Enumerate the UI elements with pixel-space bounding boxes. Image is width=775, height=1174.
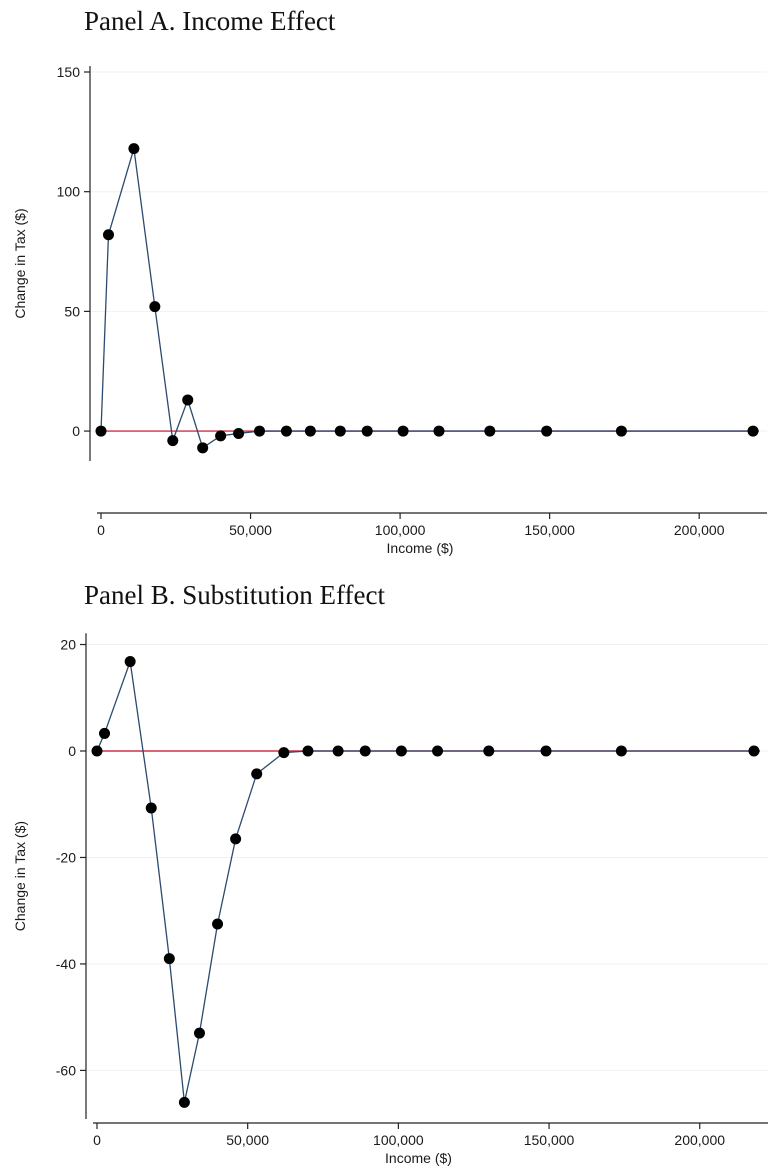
panel-b-data-point: [748, 745, 760, 757]
panel-b-y-tick-label: 20: [60, 637, 76, 653]
panel-b-data-point: [178, 1096, 190, 1108]
panel-a-y-tick-label: 0: [72, 423, 80, 439]
panel-b-data-point: [124, 656, 136, 668]
panel-a-data-point: [128, 143, 140, 155]
panel-a-data-point: [182, 394, 194, 406]
panel-b-data-point: [483, 745, 495, 757]
panel-a-data-point: [334, 425, 346, 437]
panel-a-data-point: [197, 442, 209, 454]
panel-a-y-tick-label: 50: [64, 303, 80, 319]
panel-b-x-axis-title: Income ($): [385, 1150, 452, 1166]
panel-b-data-point: [230, 833, 242, 845]
panel-b-data-point: [432, 745, 444, 757]
panel-b-x-tick-label: 150,000: [524, 1132, 575, 1148]
panel-b-data-point: [278, 747, 290, 759]
panel-a-data-point: [254, 425, 266, 437]
panel-b-x-tick-label: 0: [93, 1132, 101, 1148]
panel-b-data-point: [212, 918, 224, 930]
panel-a-data-point: [233, 427, 245, 439]
panel-b-y-tick-label: -40: [56, 956, 76, 972]
panel-a-data-point: [304, 425, 316, 437]
panel-b-chart: 20 0 -20 -40 -60 0 50,000 100,000 150,000 200,000…: [12, 633, 768, 1166]
panel-b-x-tick-label: 200,000: [674, 1132, 725, 1148]
panel-b-data-point: [540, 745, 552, 757]
panel-b-data-point: [251, 768, 263, 780]
panel-b-data-point: [332, 745, 344, 757]
panel-a-data-point: [149, 301, 161, 313]
panel-a-x-tick-label: 0: [97, 522, 105, 538]
panel-b-series-line: [96, 661, 754, 1103]
panel-b-title: Panel B. Substitution Effect: [84, 580, 385, 610]
panel-a-y-tick-label: 100: [57, 184, 81, 200]
panel-a-x-tick-label: 200,000: [674, 522, 725, 538]
panel-b-data-point: [359, 745, 371, 757]
panel-a-title: Panel A. Income Effect: [84, 6, 336, 36]
panel-a-data-point: [747, 425, 759, 437]
panel-a-x-tick-label: 50,000: [229, 522, 272, 538]
panel-b-y-axis-title: Change in Tax ($): [12, 821, 28, 931]
panel-a-data-point: [433, 425, 445, 437]
panel-b-x-tick-label: 50,000: [226, 1132, 269, 1148]
panel-a-data-point: [484, 425, 496, 437]
panel-b-data-point: [145, 802, 157, 814]
panel-b-x-tick-label: 100,000: [373, 1132, 424, 1148]
panel-b-data-point: [163, 953, 175, 965]
panel-b-data-point: [91, 745, 103, 757]
panel-a-data-point: [361, 425, 373, 437]
panel-a-y-axis-title: Change in Tax ($): [12, 208, 28, 318]
panel-a-series-line: [100, 148, 754, 449]
panel-a-data-point: [102, 229, 114, 241]
panel-a-data-point: [541, 425, 553, 437]
panel-a-x-axis-title: Income ($): [387, 540, 454, 556]
panel-a-data-point: [95, 425, 107, 437]
panel-b-y-tick-label: -20: [56, 849, 76, 865]
panel-a-y-tick-label: 150: [57, 64, 81, 80]
panel-b-data-point: [99, 727, 111, 739]
panel-a-data-point: [215, 430, 227, 442]
panel-b-y-tick-label: -60: [56, 1062, 76, 1078]
panel-a-chart: 0 50 100 150 0 50,000 100,000 150,000 200,000 Inc…: [12, 64, 767, 556]
panel-b-data-point: [193, 1027, 205, 1039]
panel-a-data-point: [167, 435, 179, 447]
panel-b-y-tick-label: 0: [68, 743, 76, 759]
panel-a-x-tick-label: 100,000: [375, 522, 426, 538]
panel-a-x-tick-label: 150,000: [524, 522, 575, 538]
panel-a-data-point: [615, 425, 627, 437]
panel-a-data-point: [280, 425, 292, 437]
panel-b-data-point: [302, 745, 314, 757]
panel-a-data-point: [397, 425, 409, 437]
panel-b-data-point: [615, 745, 627, 757]
panel-b-data-point: [395, 745, 407, 757]
